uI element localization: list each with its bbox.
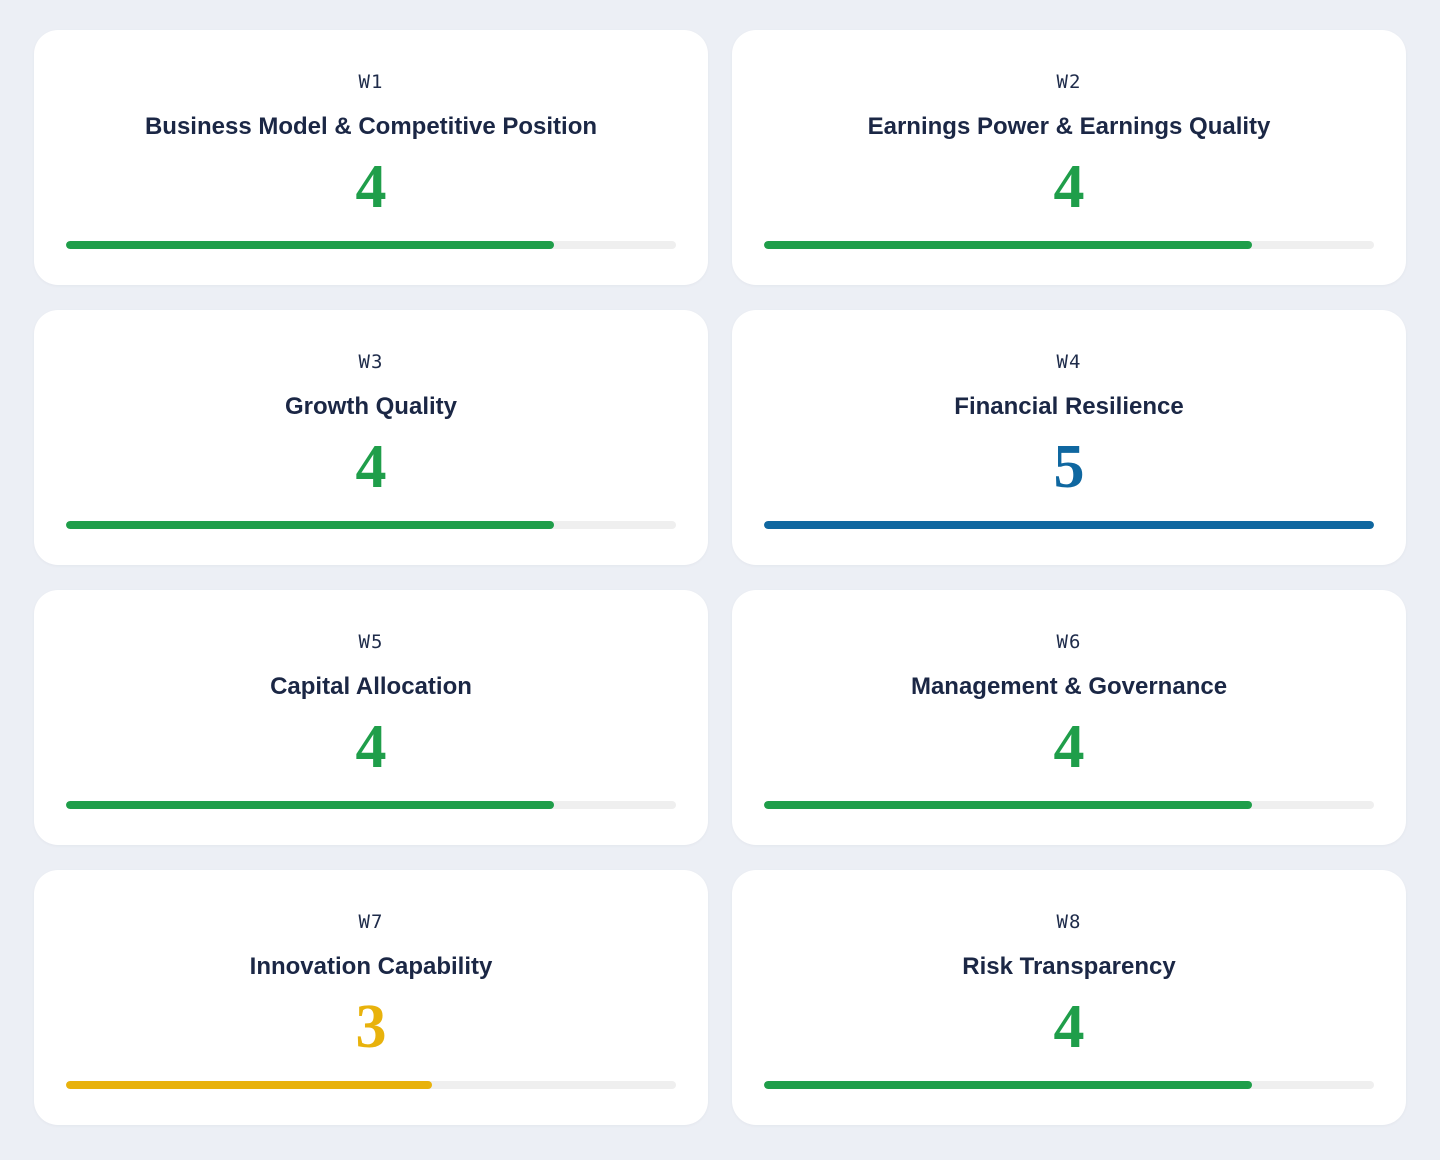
score-bar-track bbox=[764, 801, 1374, 809]
card-title: Capital Allocation bbox=[270, 673, 472, 700]
score-bar-track bbox=[66, 521, 676, 529]
score-bar-fill bbox=[764, 801, 1252, 809]
score-bar-fill bbox=[764, 1081, 1252, 1089]
card-code: W4 bbox=[1056, 351, 1082, 373]
score-bar-fill bbox=[764, 241, 1252, 249]
card-code: W6 bbox=[1056, 631, 1082, 653]
score-bar-fill bbox=[66, 1081, 432, 1089]
score-bar-track bbox=[764, 1081, 1374, 1089]
card-score: 4 bbox=[355, 433, 387, 501]
score-card-w2: W2 Earnings Power & Earnings Quality 4 bbox=[732, 30, 1406, 285]
card-score: 5 bbox=[1053, 433, 1085, 501]
score-bar-fill bbox=[764, 521, 1374, 529]
score-bar-fill bbox=[66, 801, 554, 809]
card-score: 4 bbox=[355, 153, 387, 221]
score-bar-track bbox=[764, 241, 1374, 249]
card-title: Risk Transparency bbox=[962, 953, 1176, 980]
score-bar-fill bbox=[66, 521, 554, 529]
card-code: W1 bbox=[358, 71, 384, 93]
card-title: Financial Resilience bbox=[954, 393, 1184, 420]
card-code: W2 bbox=[1056, 71, 1082, 93]
score-bar-track bbox=[66, 801, 676, 809]
card-score: 4 bbox=[1053, 713, 1085, 781]
score-card-w5: W5 Capital Allocation 4 bbox=[34, 590, 708, 845]
card-score: 4 bbox=[1053, 153, 1085, 221]
score-bar-track bbox=[66, 241, 676, 249]
card-code: W7 bbox=[358, 911, 384, 933]
score-card-w7: W7 Innovation Capability 3 bbox=[34, 870, 708, 1125]
score-bar-fill bbox=[66, 241, 554, 249]
score-card-w6: W6 Management & Governance 4 bbox=[732, 590, 1406, 845]
score-card-grid: W1 Business Model & Competitive Position… bbox=[34, 30, 1406, 1125]
card-title: Business Model & Competitive Position bbox=[144, 113, 598, 140]
score-bar-track bbox=[66, 1081, 676, 1089]
card-score: 3 bbox=[355, 993, 387, 1061]
card-title: Management & Governance bbox=[910, 673, 1228, 700]
card-code: W3 bbox=[358, 351, 384, 373]
score-card-w1: W1 Business Model & Competitive Position… bbox=[34, 30, 708, 285]
score-card-w4: W4 Financial Resilience 5 bbox=[732, 310, 1406, 565]
card-title: Innovation Capability bbox=[249, 953, 493, 980]
score-bar-track bbox=[764, 521, 1374, 529]
card-title: Growth Quality bbox=[284, 393, 457, 420]
card-title: Earnings Power & Earnings Quality bbox=[867, 113, 1271, 140]
card-code: W5 bbox=[358, 631, 384, 653]
card-score: 4 bbox=[1053, 993, 1085, 1061]
card-code: W8 bbox=[1056, 911, 1082, 933]
card-score: 4 bbox=[355, 713, 387, 781]
score-card-w8: W8 Risk Transparency 4 bbox=[732, 870, 1406, 1125]
score-card-w3: W3 Growth Quality 4 bbox=[34, 310, 708, 565]
